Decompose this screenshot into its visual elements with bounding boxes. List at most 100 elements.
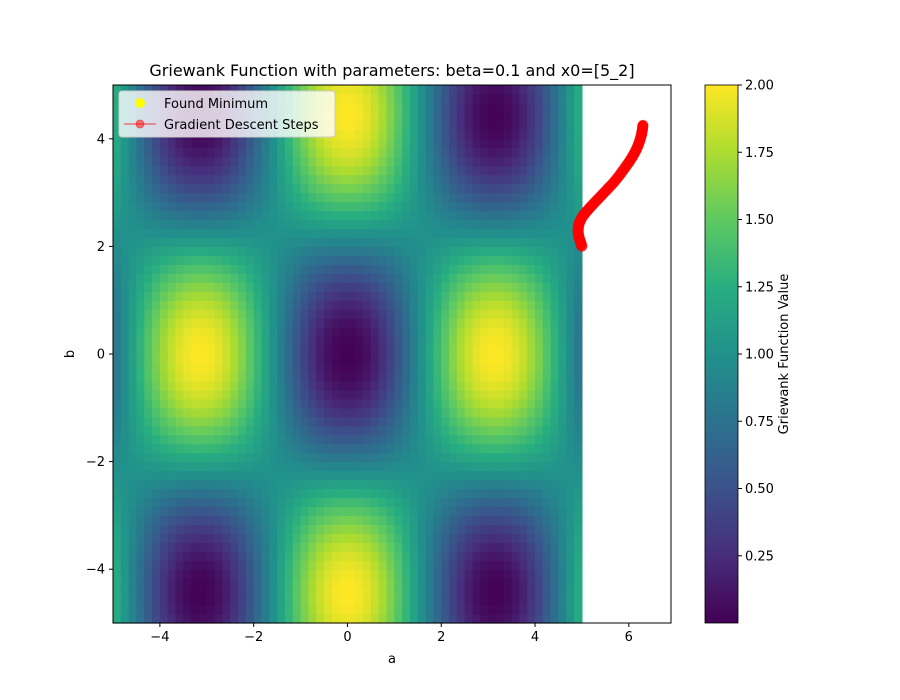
- heatmap-cell: [144, 425, 153, 436]
- heatmap-cell: [370, 605, 380, 615]
- heatmap-cell: [480, 578, 489, 588]
- heatmap-cell: [183, 461, 192, 472]
- heatmap-cell: [347, 85, 356, 95]
- heatmap-cell: [535, 407, 544, 418]
- chart-title: Griewank Function with parameters: beta=…: [149, 61, 634, 81]
- heatmap-cell: [519, 174, 528, 185]
- heatmap-cell: [409, 165, 419, 176]
- heatmap-cell: [198, 488, 208, 499]
- heatmap-cell: [433, 542, 442, 552]
- heatmap-cell: [363, 129, 372, 140]
- heatmap-cell: [238, 165, 247, 176]
- heatmap-cell: [339, 443, 349, 454]
- legend-steps-label: Gradient Descent Steps: [164, 118, 319, 133]
- heatmap-cell: [331, 273, 341, 283]
- heatmap-cell: [409, 264, 419, 274]
- heatmap-cell: [558, 282, 567, 292]
- heatmap-cell: [574, 246, 583, 256]
- heatmap-cell: [425, 219, 435, 230]
- heatmap-cell: [511, 201, 520, 212]
- heatmap-cell: [308, 273, 317, 283]
- heatmap-cell: [402, 228, 411, 239]
- heatmap-cell: [339, 614, 349, 624]
- heatmap-cell: [206, 219, 216, 230]
- heatmap-cell: [566, 174, 575, 185]
- heatmap-cell: [253, 569, 263, 579]
- heatmap-cell: [324, 380, 333, 391]
- heatmap-cell: [292, 470, 302, 481]
- heatmap-cell: [198, 470, 208, 481]
- heatmap-cell: [175, 389, 184, 400]
- heatmap-cell: [159, 255, 169, 265]
- heatmap-cell: [363, 147, 372, 158]
- heatmap-cell: [550, 542, 560, 552]
- heatmap-cell: [409, 362, 419, 373]
- heatmap-cell: [136, 327, 145, 337]
- heatmap-cell: [198, 542, 208, 552]
- heatmap-cell: [433, 102, 442, 113]
- heatmap-cell: [527, 479, 536, 490]
- heatmap-cell: [136, 443, 145, 454]
- heatmap-cell: [331, 102, 341, 113]
- heatmap-cell: [535, 416, 544, 427]
- heatmap-cell: [527, 434, 536, 445]
- heatmap-cell: [425, 578, 435, 588]
- heatmap-cell: [167, 524, 177, 534]
- heatmap-cell: [324, 596, 333, 606]
- heatmap-cell: [222, 461, 231, 472]
- heatmap-cell: [378, 327, 388, 337]
- heatmap-cell: [269, 327, 278, 337]
- heatmap-cell: [558, 120, 567, 131]
- heatmap-cell: [402, 443, 411, 454]
- heatmap-cell: [503, 291, 513, 301]
- heatmap-cell: [277, 219, 286, 230]
- heatmap-cell: [230, 246, 239, 256]
- heatmap-cell: [378, 183, 388, 194]
- heatmap-cell: [441, 147, 450, 158]
- heatmap-cell: [378, 111, 388, 122]
- heatmap-cell: [495, 587, 505, 597]
- heatmap-cell: [558, 237, 567, 247]
- heatmap-cell: [566, 318, 575, 328]
- heatmap-cell: [363, 228, 372, 239]
- heatmap-cell: [386, 273, 395, 283]
- heatmap-cell: [347, 605, 356, 615]
- heatmap-cell: [363, 93, 372, 104]
- y-tick-label: 2: [97, 240, 105, 255]
- heatmap-cell: [152, 192, 161, 203]
- heatmap-cell: [261, 416, 270, 427]
- heatmap-cell: [238, 560, 247, 570]
- heatmap-cell: [152, 407, 161, 418]
- heatmap-cell: [433, 85, 442, 95]
- heatmap-cell: [449, 479, 458, 490]
- heatmap-cell: [370, 192, 380, 203]
- heatmap-cell: [113, 93, 122, 104]
- heatmap-cell: [370, 380, 380, 391]
- heatmap-cell: [277, 264, 286, 274]
- heatmap-cell: [300, 398, 309, 409]
- heatmap-cell: [222, 291, 231, 301]
- heatmap-cell: [230, 219, 239, 230]
- heatmap-cell: [214, 147, 224, 158]
- heatmap-cell: [495, 318, 505, 328]
- heatmap-cell: [167, 309, 177, 319]
- heatmap-cell: [230, 443, 239, 454]
- heatmap-cell: [292, 237, 302, 247]
- heatmap-cell: [456, 273, 466, 283]
- heatmap-cell: [386, 452, 395, 463]
- heatmap-cell: [464, 336, 474, 346]
- heatmap-cell: [558, 156, 567, 167]
- heatmap-cell: [409, 515, 419, 525]
- heatmap-cell: [519, 300, 528, 310]
- heatmap-cell: [363, 614, 372, 624]
- heatmap-cell: [198, 425, 208, 436]
- heatmap-cell: [144, 255, 153, 265]
- heatmap-cell: [433, 246, 442, 256]
- heatmap-cell: [128, 407, 138, 418]
- heatmap-cell: [261, 470, 270, 481]
- heatmap-cell: [230, 183, 239, 194]
- heatmap-cell: [456, 138, 466, 149]
- heatmap-cell: [488, 219, 497, 230]
- heatmap-cell: [198, 282, 208, 292]
- heatmap-cell: [441, 434, 450, 445]
